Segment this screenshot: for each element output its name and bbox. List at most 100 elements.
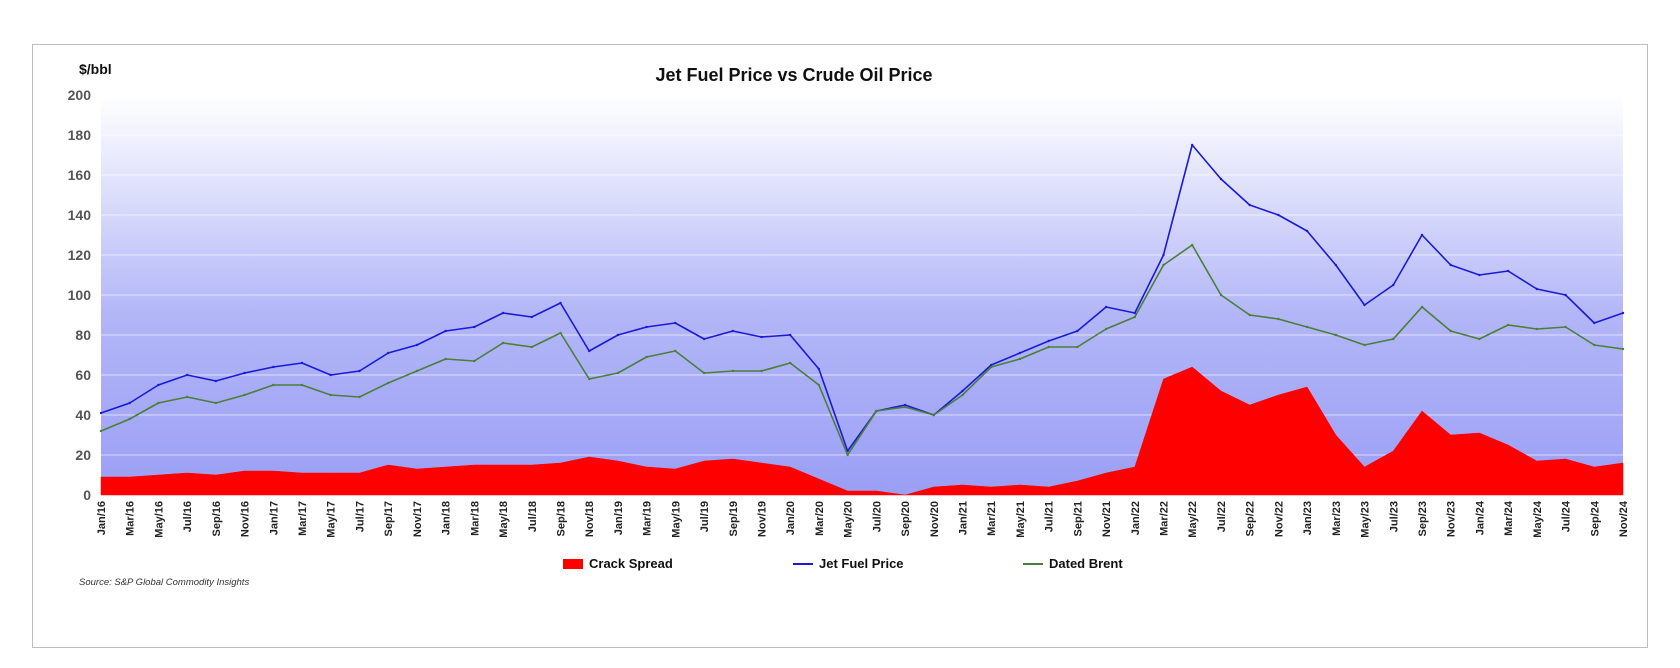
legend-label-crack-spread: Crack Spread	[589, 556, 673, 571]
point-jet-fuel-price	[1047, 339, 1050, 343]
point-dated-brent	[932, 413, 935, 417]
point-crack-spread	[732, 458, 734, 460]
x-tick-label: Jul/17	[354, 501, 366, 532]
point-crack-spread	[301, 472, 303, 474]
point-dated-brent	[1449, 329, 1452, 333]
point-crack-spread	[674, 468, 676, 470]
legend-swatch-crack-spread	[563, 559, 583, 569]
point-crack-spread	[1421, 410, 1423, 412]
point-jet-fuel-price	[387, 351, 390, 355]
point-crack-spread	[818, 478, 820, 480]
point-crack-spread	[1162, 378, 1164, 380]
x-tick-label: Mar/18	[469, 501, 481, 536]
y-tick-label: 40	[75, 407, 91, 423]
point-jet-fuel-price	[243, 371, 246, 375]
x-tick-label: Jul/22	[1216, 501, 1228, 532]
x-tick-label: Sep/22	[1245, 501, 1257, 536]
point-jet-fuel-price	[1018, 351, 1022, 355]
point-crack-spread	[1536, 460, 1538, 462]
point-crack-spread	[444, 466, 446, 468]
point-crack-spread	[272, 470, 274, 472]
x-tick-label: May/19	[670, 501, 682, 538]
point-crack-spread	[1048, 486, 1050, 488]
point-crack-spread	[186, 472, 188, 474]
x-tick-label: Mar/17	[297, 501, 309, 536]
point-crack-spread	[129, 476, 131, 478]
x-tick-label: Nov/21	[1101, 501, 1113, 537]
x-tick-label: Nov/20	[929, 501, 941, 537]
point-jet-fuel-price	[329, 373, 332, 377]
point-jet-fuel-price	[128, 401, 131, 405]
point-jet-fuel-price	[674, 321, 677, 325]
y-tick-label: 200	[68, 87, 92, 103]
point-dated-brent	[329, 393, 332, 397]
point-crack-spread	[157, 474, 159, 476]
legend-item-jet-fuel-price[interactable]: Jet Fuel Price	[793, 556, 904, 571]
point-dated-brent	[214, 401, 218, 405]
x-tick-label: Jul/16	[182, 501, 194, 532]
series-line-jet-fuel-price	[100, 144, 1624, 452]
point-jet-fuel-price	[559, 301, 562, 305]
point-jet-fuel-price	[789, 333, 792, 337]
point-crack-spread	[100, 476, 102, 478]
point-crack-spread	[1076, 480, 1078, 482]
x-tick-label: May/21	[1015, 501, 1027, 538]
source-note: Source: S&P Global Commodity Insights	[79, 577, 249, 588]
x-tick-label: May/22	[1187, 501, 1199, 538]
x-tick-label: Nov/23	[1446, 501, 1458, 537]
point-dated-brent	[817, 383, 821, 387]
series-line-dated-brent	[100, 244, 1624, 456]
point-dated-brent	[387, 381, 390, 385]
y-tick-label: 180	[68, 127, 92, 143]
legend-item-dated-brent[interactable]: Dated Brent	[1023, 556, 1123, 571]
x-tick-label: Nov/19	[756, 501, 768, 537]
point-crack-spread	[703, 460, 705, 462]
point-dated-brent	[300, 383, 304, 387]
point-jet-fuel-price	[1478, 273, 1481, 277]
legend-item-crack-spread[interactable]: Crack Spread	[563, 556, 673, 571]
point-crack-spread	[1593, 466, 1595, 468]
x-tick-label: Nov/18	[584, 501, 596, 537]
point-jet-fuel-price	[214, 379, 218, 383]
x-tick-label: May/23	[1360, 501, 1372, 538]
point-jet-fuel-price	[186, 373, 189, 377]
y-tick-label: 100	[68, 287, 92, 303]
point-crack-spread	[358, 472, 360, 474]
x-tick-label: Jan/16	[96, 501, 108, 535]
x-tick-label: Mar/19	[642, 501, 654, 536]
point-jet-fuel-price	[731, 329, 734, 333]
point-crack-spread	[243, 470, 245, 472]
point-jet-fuel-price	[1506, 269, 1510, 273]
point-crack-spread	[617, 460, 619, 462]
x-tick-label: Sep/21	[1072, 501, 1084, 536]
point-jet-fuel-price	[530, 315, 533, 319]
x-tick-label: Jan/24	[1474, 500, 1486, 535]
point-jet-fuel-price	[1621, 311, 1625, 315]
point-jet-fuel-price	[415, 343, 419, 347]
point-crack-spread	[588, 456, 590, 458]
point-jet-fuel-price	[1305, 229, 1309, 233]
x-tick-label: Sep/17	[383, 501, 395, 536]
point-jet-fuel-price	[1449, 263, 1452, 267]
point-dated-brent	[875, 409, 878, 413]
point-crack-spread	[473, 464, 475, 466]
point-dated-brent	[1564, 325, 1567, 329]
point-crack-spread	[1363, 466, 1365, 468]
point-crack-spread	[1622, 462, 1624, 464]
x-tick-label: May/24	[1532, 500, 1544, 538]
point-crack-spread	[1191, 366, 1193, 368]
point-crack-spread	[1019, 484, 1021, 486]
point-jet-fuel-price	[702, 337, 706, 341]
y-axis-ticks: 0 20 40 60 80 100 120 140 160 180 200	[68, 87, 92, 503]
x-tick-label: Jan/21	[958, 501, 970, 535]
y-tick-label: 20	[75, 447, 91, 463]
point-dated-brent	[1305, 325, 1309, 329]
y-tick-label: 80	[75, 327, 91, 343]
point-crack-spread	[1105, 472, 1107, 474]
point-jet-fuel-price	[1420, 233, 1424, 237]
point-crack-spread	[502, 464, 504, 466]
point-dated-brent	[473, 359, 476, 363]
point-dated-brent	[415, 369, 419, 373]
point-dated-brent	[588, 377, 591, 381]
x-tick-label: May/20	[843, 501, 855, 538]
